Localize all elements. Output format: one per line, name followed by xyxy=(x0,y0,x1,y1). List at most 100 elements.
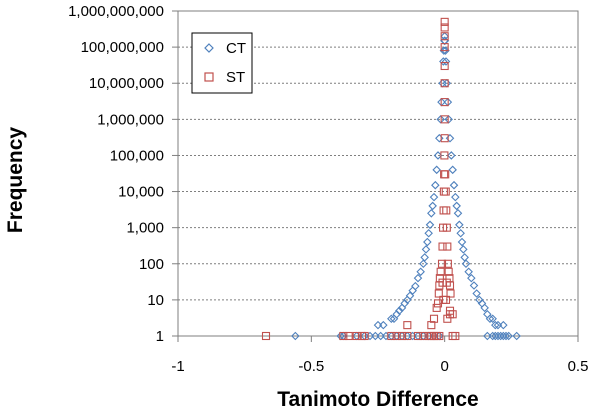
data-point-ct xyxy=(425,220,435,230)
x-tick-labels: -1 -0.5 0 0.5 xyxy=(171,358,588,375)
data-point-ct xyxy=(445,133,455,143)
x-tick-label: 0.5 xyxy=(568,358,589,375)
data-point-st xyxy=(445,281,455,290)
data-point-st xyxy=(451,331,460,341)
data-point-st xyxy=(441,170,450,179)
data-point-ct xyxy=(457,237,467,247)
data-point-ct xyxy=(499,320,508,330)
y-tick-label: 1 xyxy=(156,328,164,345)
data-point-st xyxy=(436,267,445,276)
data-point-ct xyxy=(439,57,448,66)
data-point-st xyxy=(352,331,361,341)
data-point-ct xyxy=(441,57,451,66)
y-tick-label: 1,000 xyxy=(126,220,164,237)
data-point-ct xyxy=(395,306,404,316)
data-point-st xyxy=(403,321,412,330)
data-point-st xyxy=(440,23,449,32)
legend-box xyxy=(191,32,253,94)
data-point-st xyxy=(387,331,396,341)
data-point-st xyxy=(438,242,447,251)
data-point-st xyxy=(446,289,455,298)
y-tick-label: 10,000,000 xyxy=(89,75,164,92)
data-point-ct xyxy=(460,253,469,262)
data-point-st xyxy=(360,331,369,341)
data-point-ct xyxy=(512,331,521,341)
data-point-ct xyxy=(467,273,476,283)
data-point-ct xyxy=(387,314,396,324)
data-point-ct xyxy=(448,165,457,175)
data-point-ct xyxy=(413,273,423,283)
data-point-st xyxy=(419,331,428,341)
data-point-st xyxy=(442,206,451,215)
data-point-st xyxy=(261,331,271,341)
data-point-st xyxy=(403,331,412,341)
data-point-st xyxy=(440,115,449,124)
data-point-ct xyxy=(504,331,513,341)
data-point-ct xyxy=(424,228,433,238)
data-point-ct xyxy=(431,180,440,190)
data-point-st xyxy=(443,259,452,268)
data-point-ct xyxy=(488,314,497,324)
data-point-st xyxy=(435,331,444,341)
data-point-st xyxy=(413,331,423,341)
data-point-st xyxy=(432,303,441,312)
series-ct xyxy=(291,31,521,341)
data-point-st xyxy=(440,61,449,71)
plot-area-frame xyxy=(177,10,579,337)
data-point-ct xyxy=(449,180,459,190)
data-point-ct xyxy=(464,267,473,277)
data-point-ct xyxy=(501,331,511,341)
data-point-st xyxy=(440,32,449,41)
data-point-st xyxy=(442,223,451,232)
data-point-st xyxy=(435,281,444,290)
data-point-st xyxy=(339,331,348,341)
data-point-ct xyxy=(392,309,401,319)
data-point-st xyxy=(440,17,449,26)
data-point-ct xyxy=(428,201,437,211)
axes xyxy=(172,10,579,342)
data-point-ct xyxy=(453,209,463,218)
y-tick-label: 10 xyxy=(147,292,164,309)
data-point-st xyxy=(445,306,455,315)
data-point-ct xyxy=(423,237,432,247)
data-point-ct xyxy=(461,259,471,269)
data-point-ct xyxy=(432,165,441,175)
data-point-st xyxy=(443,314,452,323)
y-tick-label: 1,000,000,000 xyxy=(68,3,164,20)
data-point-ct xyxy=(491,320,500,330)
data-point-ct xyxy=(480,303,489,313)
series-st xyxy=(261,17,460,341)
data-point-ct xyxy=(456,228,465,238)
data-point-ct xyxy=(420,253,429,262)
data-point-st xyxy=(397,331,407,341)
data-point-st xyxy=(433,299,443,308)
data-point-st xyxy=(440,43,449,52)
data-point-ct xyxy=(429,192,439,202)
data-point-ct xyxy=(421,245,431,254)
y-tick-label: 100 xyxy=(139,256,164,273)
data-point-st xyxy=(440,151,449,160)
series-layer xyxy=(261,17,521,341)
data-point-ct xyxy=(472,289,481,298)
data-point-ct xyxy=(485,314,495,324)
y-tick-label: 10,000 xyxy=(118,184,164,201)
data-point-st xyxy=(440,79,449,88)
data-point-ct xyxy=(427,209,436,218)
x-tick-label: -0.5 xyxy=(298,358,324,375)
data-point-ct xyxy=(455,220,464,230)
x-tick-label: 0 xyxy=(440,358,448,375)
y-axis-title: Frequency xyxy=(4,127,27,234)
data-point-ct xyxy=(475,295,484,305)
data-point-st xyxy=(439,206,448,215)
data-point-st xyxy=(443,242,452,251)
data-point-st xyxy=(437,259,447,268)
data-point-ct xyxy=(389,314,399,324)
data-point-ct xyxy=(416,267,425,277)
data-point-ct xyxy=(433,151,443,160)
legend-marker-ct xyxy=(204,43,214,53)
data-point-ct xyxy=(411,281,420,291)
data-point-st xyxy=(441,187,450,196)
y-tick-labels: 1 10 100 1,000 10,000 100,000 1,000,000 10,000,… xyxy=(68,3,164,345)
data-point-ct xyxy=(291,331,300,341)
